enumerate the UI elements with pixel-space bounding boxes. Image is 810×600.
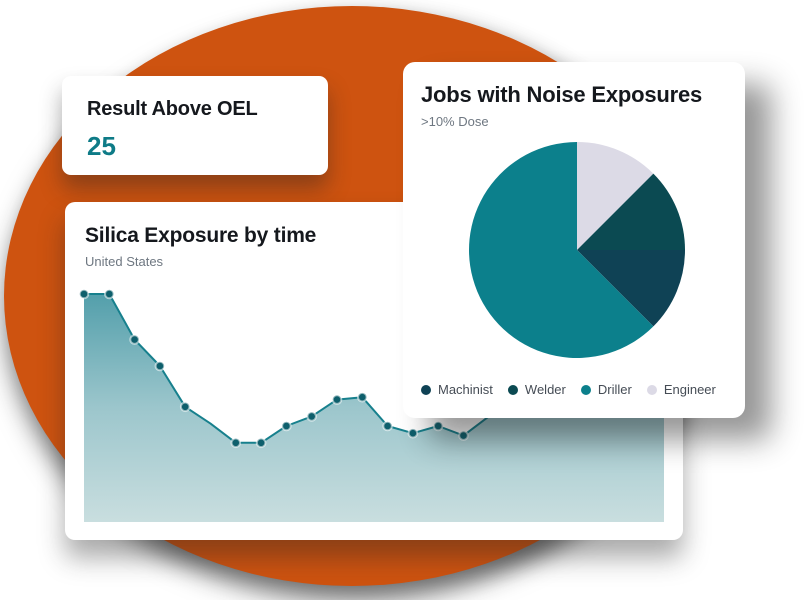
legend-item-welder: Welder [507, 382, 566, 397]
data-point [382, 420, 393, 432]
data-point [129, 334, 140, 345]
legend-label: Machinist [438, 382, 493, 397]
legend-label: Welder [524, 382, 566, 397]
legend-item-driller: Driller [580, 382, 632, 397]
data-point [281, 420, 292, 432]
stat-card-result-above-oel: Result Above OEL 25 [62, 76, 328, 175]
pie-slice-machinist [577, 250, 685, 327]
legend-dot-engineer [646, 384, 657, 395]
data-point [407, 427, 419, 439]
pie-slice-driller [469, 142, 654, 358]
legend-item-machinist: Machinist [421, 382, 493, 397]
legend-dot-welder [507, 384, 518, 395]
pie-chart-subtitle: >10% Dose [421, 114, 489, 129]
line-chart-title: Silica Exposure by time [85, 224, 317, 247]
data-point [78, 288, 90, 300]
stat-card-value: 25 [87, 131, 116, 161]
pie-chart-legend: Machinist Welder Driller Engineer [421, 382, 731, 397]
data-point [306, 411, 317, 422]
data-point [104, 288, 115, 300]
legend-label: Engineer [663, 382, 716, 397]
legend-dot-driller [580, 384, 591, 395]
noise-exposures-pie-card: Jobs with Noise Exposures >10% Dose Mach… [403, 62, 745, 418]
data-point [179, 401, 191, 413]
data-point [432, 420, 444, 432]
data-point [230, 437, 242, 449]
noise-exposures-pie-chart [469, 142, 685, 358]
pie-slice-welder [577, 173, 685, 250]
pie-slice-engineer [577, 142, 654, 250]
stat-card-title: Result Above OEL [87, 98, 258, 120]
data-point [331, 394, 343, 405]
data-point [255, 437, 267, 449]
line-chart-subtitle: United States [85, 254, 164, 269]
legend-label: Driller [597, 382, 632, 397]
area-fill [84, 294, 664, 522]
legend-dot-machinist [421, 384, 431, 395]
data-point [357, 391, 368, 403]
legend-item-engineer: Engineer [646, 382, 716, 397]
silica-area-chart [78, 288, 665, 522]
data-point [154, 360, 166, 372]
data-point [458, 430, 469, 441]
pie-chart-title: Jobs with Noise Exposures [421, 82, 703, 107]
